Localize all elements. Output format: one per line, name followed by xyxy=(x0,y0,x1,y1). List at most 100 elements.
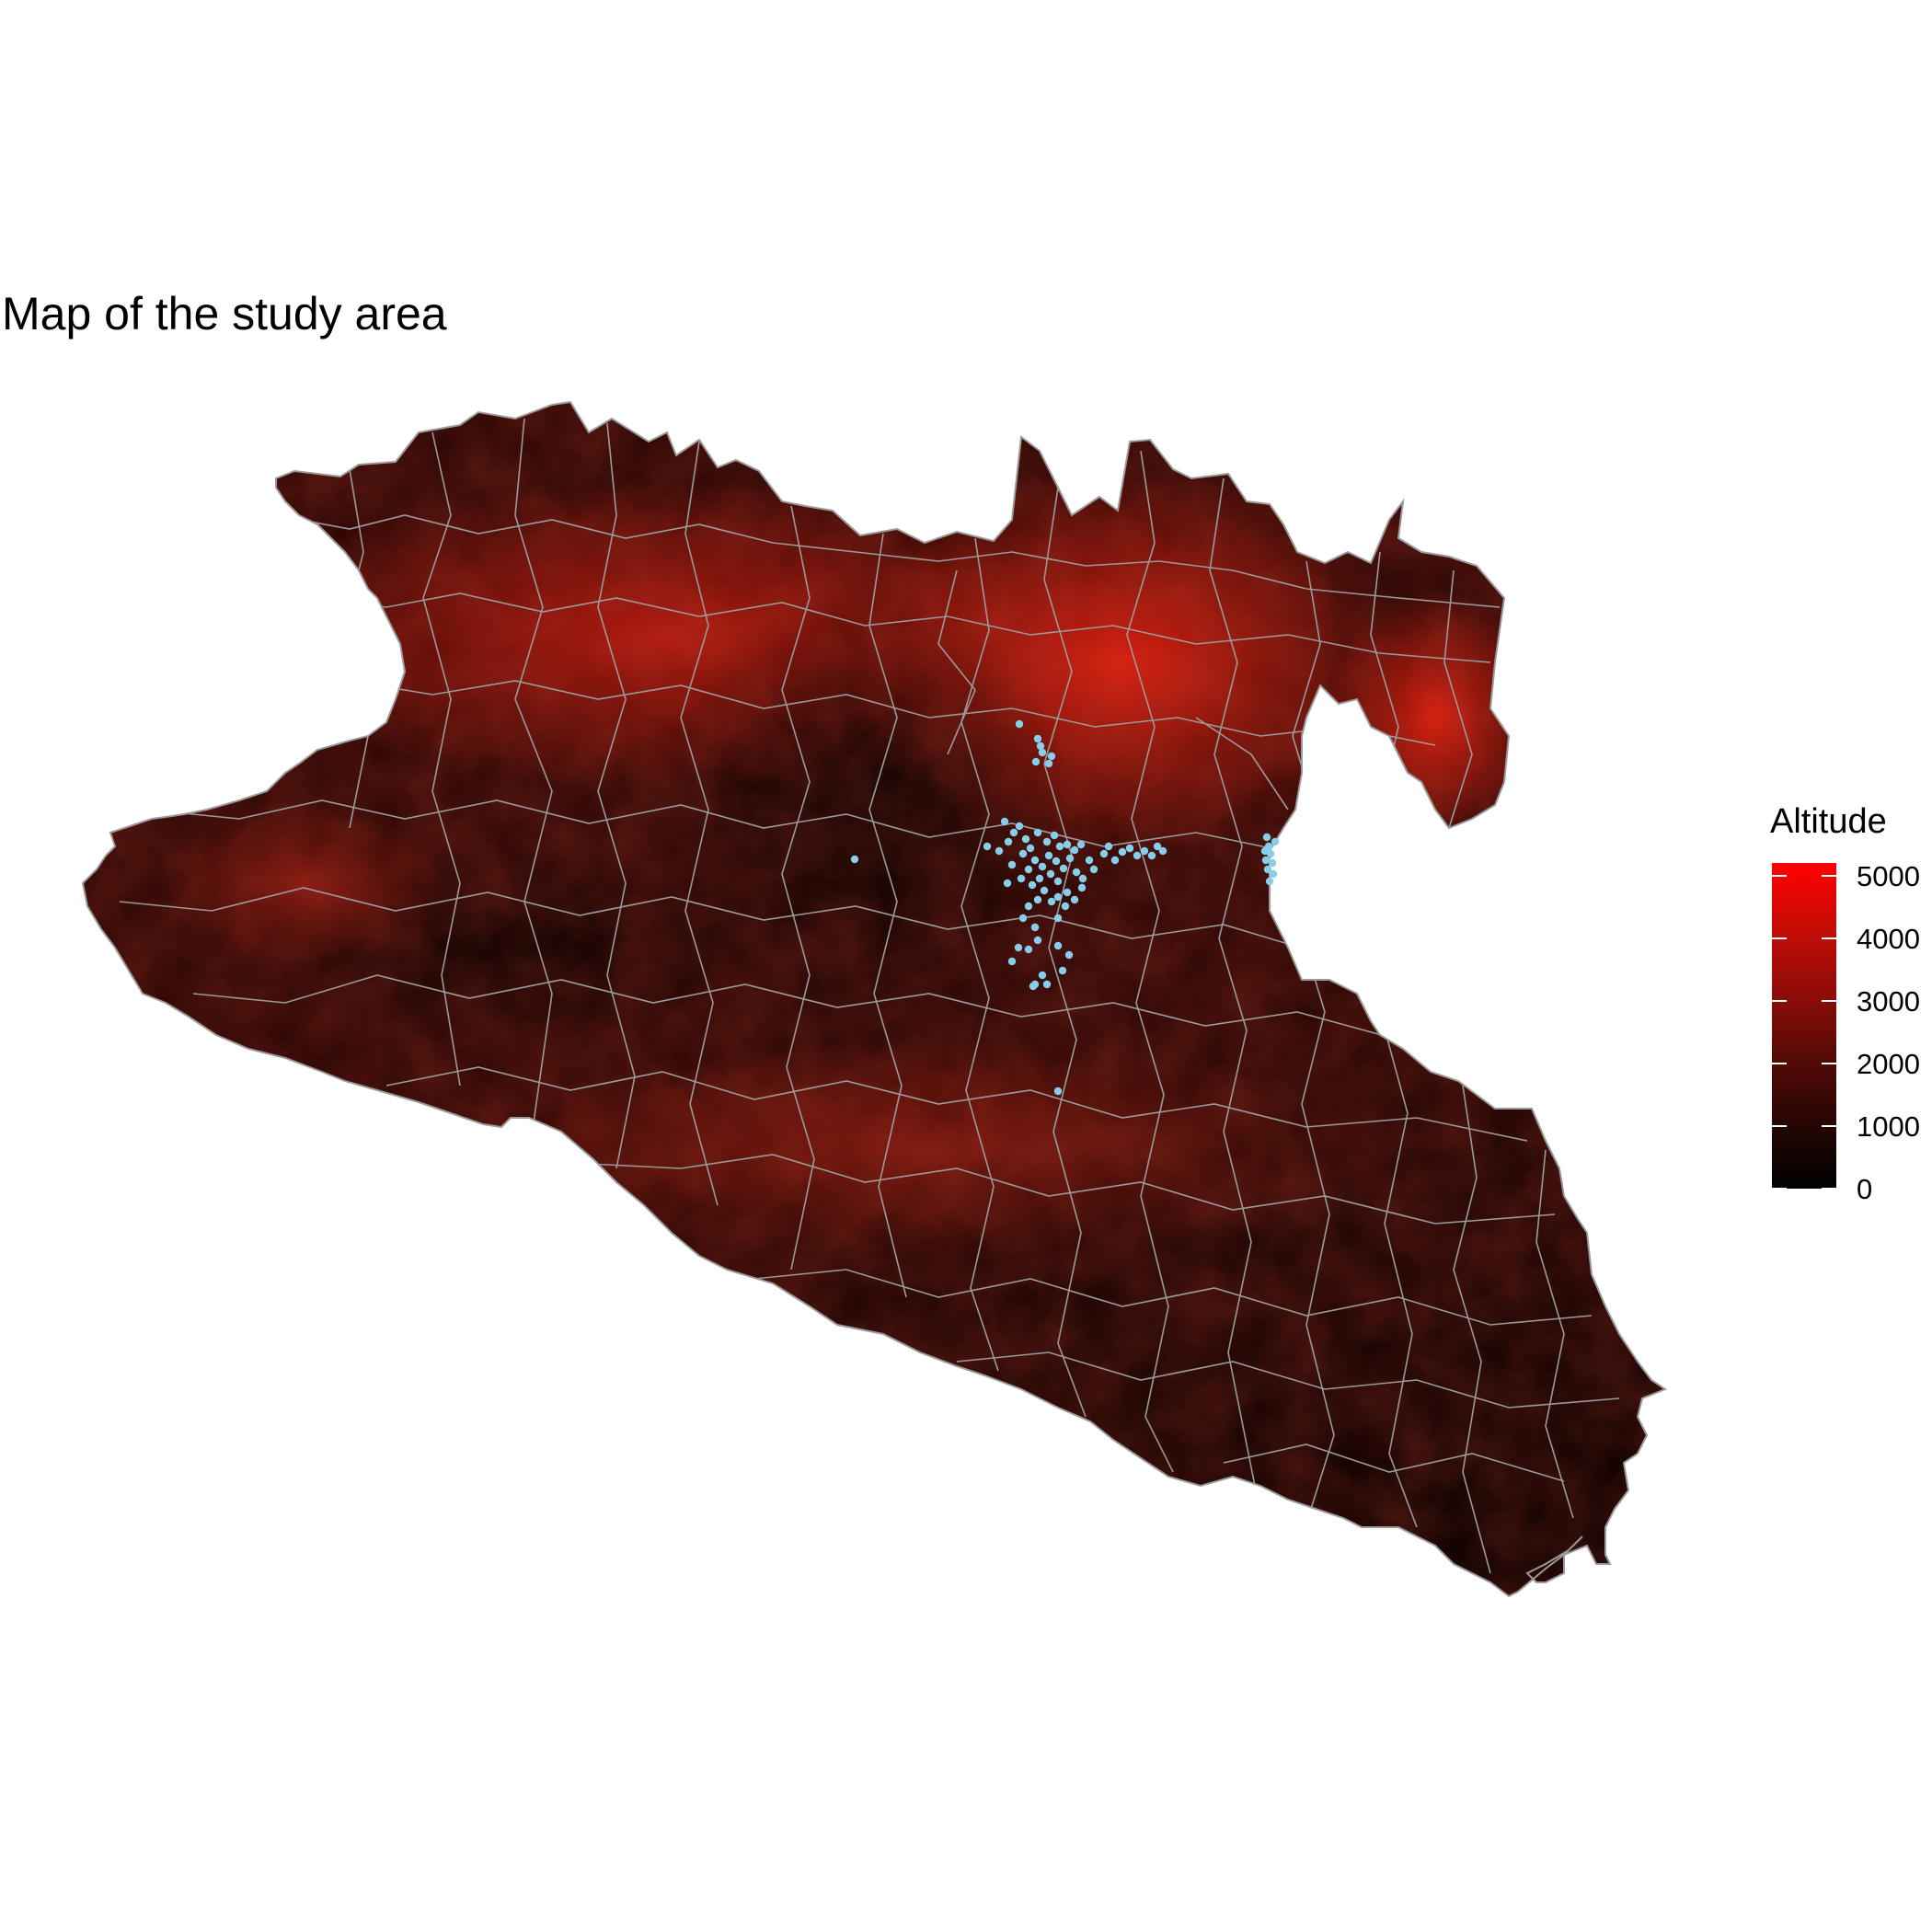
observation-point xyxy=(1004,837,1013,846)
observation-point xyxy=(1047,752,1056,761)
observation-point xyxy=(850,855,859,864)
observation-point xyxy=(1047,897,1056,906)
legend-tick-right xyxy=(1822,937,1836,939)
observation-point xyxy=(1000,817,1009,826)
observation-point xyxy=(1078,874,1087,883)
legend-tick-label: 2000 xyxy=(1857,1047,1920,1080)
legend-tick-left xyxy=(1772,1188,1787,1190)
legend-tick-left xyxy=(1772,1062,1787,1064)
observation-point xyxy=(1024,865,1033,874)
observation-point xyxy=(1265,877,1274,886)
observation-point xyxy=(1053,892,1063,902)
observation-point xyxy=(1059,864,1068,873)
observation-point xyxy=(1015,822,1024,831)
observation-point xyxy=(1125,844,1134,853)
observation-point xyxy=(1085,856,1094,865)
observation-point xyxy=(1033,895,1042,904)
observation-point xyxy=(1268,858,1277,868)
observation-points xyxy=(850,719,1280,1096)
observation-point xyxy=(1118,847,1127,857)
legend-tick-label: 4000 xyxy=(1857,922,1920,955)
observation-point xyxy=(1261,856,1271,865)
legend-tick-right xyxy=(1822,874,1836,877)
observation-point xyxy=(1053,877,1063,886)
observation-point xyxy=(1031,757,1041,766)
observation-point xyxy=(1017,874,1026,883)
observation-point xyxy=(1140,846,1149,856)
observation-point xyxy=(1021,834,1030,844)
altitude-colorbar xyxy=(1772,863,1836,1189)
observation-point xyxy=(1052,857,1061,866)
observation-point xyxy=(1260,846,1270,856)
altitude-legend: Altitude 0 1000 2000 3000 4000 5000 xyxy=(1770,802,1932,1225)
observation-point xyxy=(1133,851,1142,860)
legend-tick-left xyxy=(1772,999,1787,1002)
observation-point xyxy=(1018,849,1028,858)
legend-tick-label: 3000 xyxy=(1857,984,1920,1018)
observation-point xyxy=(1018,914,1028,923)
observation-point xyxy=(1029,982,1038,991)
observation-point xyxy=(1077,883,1087,892)
observation-point xyxy=(1110,856,1120,865)
observation-point xyxy=(1058,966,1067,975)
observation-point xyxy=(1072,868,1081,877)
observation-point xyxy=(1033,828,1042,837)
observation-point xyxy=(1070,845,1079,855)
observation-point xyxy=(1053,941,1063,950)
observation-point xyxy=(1007,860,1017,869)
observation-point xyxy=(1271,837,1280,846)
observation-point xyxy=(1035,874,1044,883)
observation-point xyxy=(1104,842,1113,851)
legend-tick-label: 5000 xyxy=(1857,859,1920,892)
observation-point xyxy=(1263,865,1272,874)
observation-point xyxy=(1063,840,1072,849)
observation-point xyxy=(1009,828,1018,837)
observation-point xyxy=(1158,846,1167,856)
observation-point xyxy=(1147,851,1156,860)
observation-point xyxy=(1040,886,1049,895)
observation-point xyxy=(1050,831,1059,840)
observation-point xyxy=(1053,1087,1063,1096)
observation-point xyxy=(1030,856,1040,865)
legend-tick-left xyxy=(1772,1124,1787,1127)
map-title: Map of the study area xyxy=(2,288,447,339)
observation-point xyxy=(1065,854,1075,863)
observation-point xyxy=(1015,719,1024,729)
observation-point xyxy=(1024,902,1033,911)
observation-point xyxy=(1046,869,1055,879)
observation-point xyxy=(1153,842,1162,851)
observation-point xyxy=(1044,851,1053,860)
observation-point xyxy=(995,846,1004,856)
observation-point xyxy=(1036,742,1045,751)
observation-point xyxy=(983,842,992,851)
observation-point xyxy=(1044,759,1053,768)
observation-point xyxy=(1042,980,1052,989)
observation-point xyxy=(1007,957,1017,966)
observation-point xyxy=(1053,914,1063,923)
observation-point xyxy=(1064,950,1074,960)
observation-point xyxy=(1038,748,1047,757)
observation-point xyxy=(1099,849,1109,858)
legend-title: Altitude xyxy=(1770,802,1887,841)
legend-tick-label: 0 xyxy=(1857,1173,1873,1205)
observation-point xyxy=(1089,865,1098,874)
legend-tick-right xyxy=(1822,1062,1836,1064)
legend-tick-right xyxy=(1822,999,1836,1002)
observation-point xyxy=(1033,936,1042,945)
observation-point xyxy=(1028,880,1037,890)
observation-point xyxy=(1070,895,1079,904)
legend-tick-right xyxy=(1822,1188,1836,1190)
legend-tick-label: 1000 xyxy=(1857,1110,1920,1143)
observation-point xyxy=(1061,902,1070,911)
observation-point xyxy=(1030,923,1040,932)
observation-point xyxy=(1038,971,1047,980)
municipality-boundaries xyxy=(119,418,1620,1574)
observation-point xyxy=(1038,862,1047,871)
observation-point xyxy=(1042,837,1052,846)
legend-tick-left xyxy=(1772,874,1787,877)
observation-point xyxy=(1262,833,1271,842)
observation-point xyxy=(1014,943,1023,952)
observation-point xyxy=(1026,844,1035,853)
